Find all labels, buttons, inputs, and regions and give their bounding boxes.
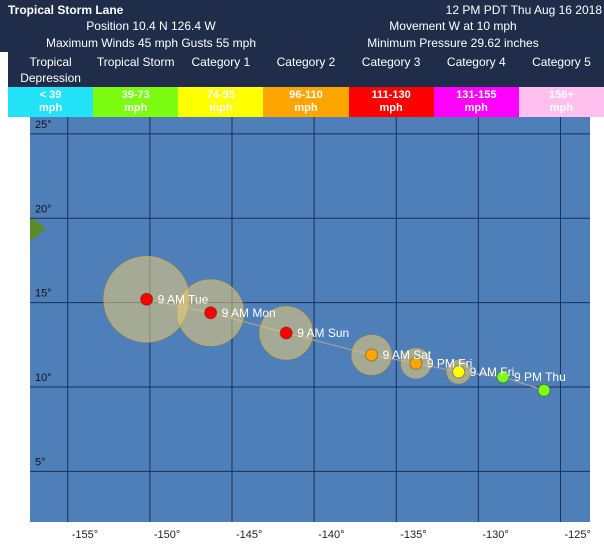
- point-label: 9 PM Thu: [514, 370, 566, 384]
- point-label: 9 PM Fri: [427, 356, 472, 370]
- title: Tropical Storm Lane: [8, 3, 124, 17]
- y-tick-label: 10°: [35, 372, 52, 384]
- x-tick-label: -155°: [72, 529, 98, 541]
- point-label: 9 AM Mon: [222, 306, 276, 320]
- point-label: 9 AM Sun: [297, 326, 349, 340]
- legend-item: Category 2 96-110 mph: [263, 52, 349, 117]
- storm-point: [496, 370, 510, 384]
- legend-unit: mph: [124, 102, 148, 114]
- storm-point: [204, 306, 218, 320]
- legend-label: Tropical Depression: [8, 52, 94, 87]
- header: Tropical Storm Lane 12 PM PDT Thu Aug 16…: [0, 0, 604, 52]
- legend-range: < 39: [39, 89, 62, 101]
- legend-label: Category 5: [518, 52, 604, 87]
- legend-swatch: < 39 mph: [8, 87, 94, 117]
- movement: Movement W at 10 mph: [389, 19, 517, 33]
- x-tick-label: -125°: [564, 529, 590, 541]
- point-label: 9 AM Fri: [470, 365, 515, 379]
- legend-unit: mph: [38, 102, 63, 114]
- legend-unit: mph: [209, 102, 233, 114]
- legend-range: 39-73: [121, 89, 150, 101]
- legend-unit: mph: [549, 102, 574, 114]
- y-tick-label: 20°: [35, 203, 52, 215]
- pressure: Minimum Pressure 29.62 inches: [367, 36, 539, 50]
- storm-point: [537, 383, 551, 397]
- legend-unit: mph: [379, 102, 403, 114]
- legend-range: 96-110: [289, 89, 323, 101]
- legend-range: 74-95: [206, 89, 235, 101]
- legend-swatch: 74-95 mph: [178, 87, 264, 117]
- time: 12 PM PDT Thu Aug 16 2018: [445, 3, 602, 17]
- x-tick-label: -135°: [400, 529, 426, 541]
- legend-item: Category 5 156+ mph: [518, 52, 604, 117]
- legend-item: Category 1 74-95 mph: [178, 52, 264, 117]
- legend-item: Category 3 111-130 mph: [348, 52, 434, 117]
- point-label: 9 AM Sat: [383, 348, 432, 362]
- legend-item: Category 4 131-155 mph: [433, 52, 519, 117]
- legend-unit: mph: [464, 102, 488, 114]
- legend-label: Tropical Storm: [93, 52, 179, 87]
- legend-item: Tropical Depression < 39 mph: [8, 52, 94, 117]
- legend-swatch: 96-110 mph: [263, 87, 349, 117]
- x-tick-label: -130°: [482, 529, 508, 541]
- y-tick-label: 5°: [35, 456, 46, 468]
- point-label: 9 AM Tue: [158, 292, 209, 306]
- legend-label: Category 2: [263, 52, 349, 87]
- x-tick-label: -150°: [154, 529, 180, 541]
- legend-label: Category 3: [348, 52, 434, 87]
- legend-range: 111-130: [371, 89, 411, 101]
- storm-point: [140, 292, 154, 306]
- legend: Tropical Depression < 39 mph Tropical Storm…: [8, 52, 604, 117]
- x-tick-label: -145°: [236, 529, 262, 541]
- x-tick-label: -140°: [318, 529, 344, 541]
- legend-item: Tropical Storm 39-73 mph: [93, 52, 179, 117]
- land: [30, 216, 46, 242]
- legend-label: Category 4: [433, 52, 519, 87]
- map: -155° -150° -145° -140° -135° -130° -125° 25° 20…: [30, 117, 591, 541]
- y-tick-label: 15°: [35, 288, 52, 300]
- storm-point: [279, 326, 293, 340]
- winds: Maximum Winds 45 mph Gusts 55 mph: [45, 36, 257, 50]
- legend-range: 131-155: [456, 89, 497, 101]
- legend-swatch: 39-73 mph: [93, 87, 179, 117]
- legend-range: 156+: [549, 89, 574, 101]
- y-tick-label: 25°: [35, 119, 52, 131]
- storm-point: [365, 348, 379, 362]
- position: Position 10.4 N 126.4 W: [86, 19, 216, 33]
- storm-point: [452, 365, 466, 379]
- storm-point: [409, 356, 423, 370]
- legend-unit: mph: [294, 102, 318, 114]
- legend-swatch: 131-155 mph: [433, 87, 519, 117]
- legend-swatch: 111-130 mph: [348, 87, 434, 117]
- legend-swatch: 156+ mph: [518, 87, 604, 117]
- legend-label: Category 1: [178, 52, 264, 87]
